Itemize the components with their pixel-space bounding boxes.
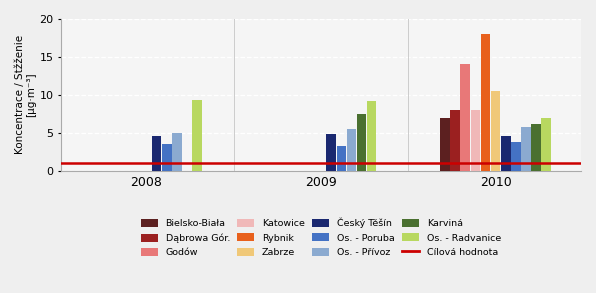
Bar (347, 129, 356, 171)
Bar (440, 117, 450, 171)
Bar (172, 133, 182, 171)
Bar (337, 146, 346, 171)
Bar (357, 114, 367, 171)
Bar (327, 134, 336, 171)
Bar (511, 142, 521, 171)
Bar (501, 136, 511, 171)
Bar (451, 110, 460, 171)
Bar (461, 64, 470, 171)
Bar (471, 110, 480, 171)
Bar (367, 101, 377, 171)
Legend: Bielsko-Biała, Dąbrowa Gór., Godów, Katowice, Rybnik, Zabrze, Český Těšín, Os. -: Bielsko-Biała, Dąbrowa Gór., Godów, Kato… (141, 218, 501, 257)
Bar (522, 127, 531, 171)
Bar (152, 137, 162, 171)
Bar (162, 144, 172, 171)
Y-axis label: Koncentrace / Stžženie
[μg·m⁻³]: Koncentrace / Stžženie [μg·m⁻³] (15, 35, 36, 154)
Bar (481, 34, 491, 171)
Bar (193, 100, 202, 171)
Bar (532, 124, 541, 171)
Bar (541, 117, 551, 171)
Bar (491, 91, 501, 171)
